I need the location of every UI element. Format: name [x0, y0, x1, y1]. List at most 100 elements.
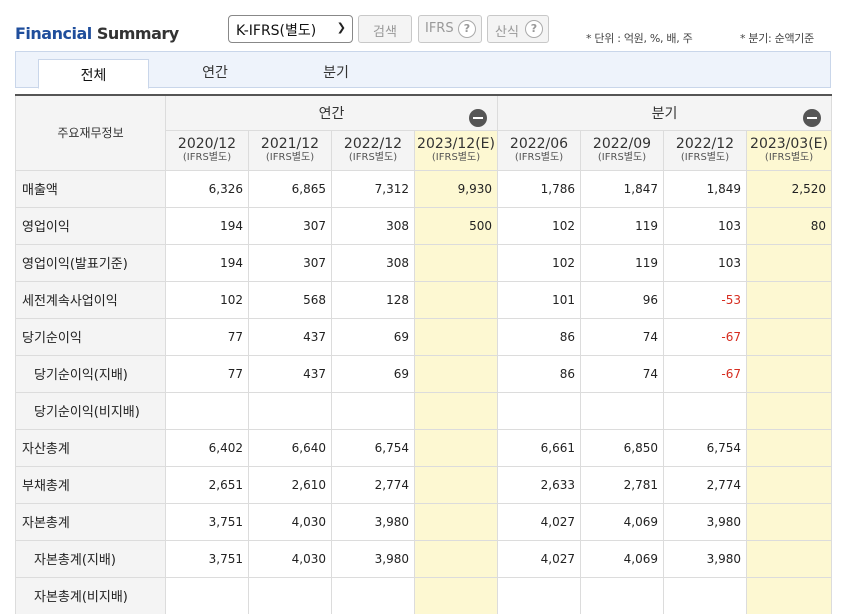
value-cell	[413, 465, 499, 504]
search-button[interactable]: 검색	[358, 15, 412, 43]
collapse-icon[interactable]	[803, 109, 822, 127]
value-cell	[746, 465, 833, 504]
value-cell: 102	[497, 243, 582, 282]
value-cell: 69	[331, 317, 415, 356]
period-header: 2023/03(E) (IFRS별도)	[746, 129, 833, 171]
table-row: 당기순이익(비지배)	[15, 391, 833, 430]
row-label: 영업이익	[15, 206, 166, 245]
period-basis: (IFRS별도)	[597, 152, 647, 163]
value-cell	[663, 576, 748, 614]
period-header: 2022/06 (IFRS별도)	[497, 129, 582, 171]
value-cell: 6,865	[248, 169, 332, 208]
value-cell	[248, 391, 332, 430]
value-cell: 437	[248, 317, 332, 356]
period-basis: (IFRS별도)	[514, 152, 564, 163]
select-value: K-IFRS(별도)	[236, 23, 317, 39]
value-cell: 1,786	[497, 169, 582, 208]
value-cell	[746, 502, 833, 541]
value-cell: 437	[248, 354, 332, 393]
period-date: 2022/06	[509, 136, 569, 152]
value-cell: 4,027	[497, 502, 582, 541]
value-cell: 74	[580, 317, 665, 356]
row-label: 자본총계(지배)	[15, 539, 166, 578]
tab-annual[interactable]: 연간	[202, 65, 228, 81]
row-label: 영업이익(발표기준)	[15, 243, 166, 282]
value-cell: 1,849	[663, 169, 748, 208]
value-cell: 102	[497, 206, 582, 245]
value-cell: 77	[165, 354, 249, 393]
period-date: 2023/12(E)	[417, 136, 495, 152]
value-cell	[413, 280, 499, 319]
period-header: 2022/12 (IFRS별도)	[663, 129, 748, 171]
value-cell: 101	[497, 280, 582, 319]
period-basis: (IFRS별도)	[182, 152, 232, 163]
table-row: 부채총계 2,651 2,610 2,774 2,633 2,781 2,774	[15, 465, 833, 504]
formula-button[interactable]: 산식 ?	[487, 15, 549, 43]
value-cell: 103	[663, 206, 748, 245]
table-row: 자산총계 6,402 6,640 6,754 6,661 6,850 6,754	[15, 428, 833, 467]
value-cell	[413, 539, 499, 578]
value-cell: 7,312	[331, 169, 415, 208]
value-cell: 4,069	[580, 502, 665, 541]
value-cell: 3,751	[165, 539, 249, 578]
table-row: 세전계속사업이익 102 568 128 101 96 -53	[15, 280, 833, 319]
tab-all[interactable]: 전체	[38, 59, 149, 89]
value-cell: 86	[497, 317, 582, 356]
value-cell	[746, 428, 833, 467]
period-date: 2022/12	[343, 136, 403, 152]
help-icon: ?	[458, 20, 476, 38]
value-cell: -53	[663, 280, 748, 319]
value-cell	[497, 391, 582, 430]
value-cell	[413, 502, 499, 541]
value-cell	[746, 576, 833, 614]
period-basis: (IFRS별도)	[431, 152, 481, 163]
value-cell	[413, 317, 499, 356]
row-label: 당기순이익	[15, 317, 166, 356]
collapse-icon[interactable]	[469, 109, 488, 127]
value-cell: 6,640	[248, 428, 332, 467]
chevron-down-icon: ❯	[336, 21, 346, 34]
tab-quarterly[interactable]: 분기	[323, 65, 349, 81]
value-cell	[746, 539, 833, 578]
value-cell: 500	[413, 206, 499, 245]
value-cell: 6,754	[663, 428, 748, 467]
row-label: 부채총계	[15, 465, 166, 504]
accounting-standard-select[interactable]: K-IFRS(별도) ❯	[228, 15, 353, 43]
value-cell: 1,847	[580, 169, 665, 208]
value-cell: 80	[746, 206, 833, 245]
value-cell: 4,069	[580, 539, 665, 578]
value-cell: 96	[580, 280, 665, 319]
title-accent: Financial	[15, 24, 92, 43]
period-basis: (IFRS별도)	[764, 152, 814, 163]
table-row: 당기순이익 77 437 69 86 74 -67	[15, 317, 833, 356]
ifrs-button[interactable]: IFRS ?	[418, 15, 482, 43]
period-header: 2022/09 (IFRS별도)	[580, 129, 665, 171]
value-cell: 308	[331, 206, 415, 245]
value-cell: 4,027	[497, 539, 582, 578]
value-cell	[663, 391, 748, 430]
value-cell: 102	[165, 280, 249, 319]
row-label: 자본총계(비지배)	[15, 576, 166, 614]
period-header: 2023/12(E) (IFRS별도)	[413, 129, 499, 171]
table-row: 자본총계(비지배)	[15, 576, 833, 614]
help-icon: ?	[525, 20, 543, 38]
row-label: 당기순이익(비지배)	[15, 391, 166, 430]
quarter-note: * 분기: 순액기준	[740, 32, 814, 45]
value-cell: 2,633	[497, 465, 582, 504]
value-cell: 194	[165, 243, 249, 282]
toolbar: Financial Summary K-IFRS(별도) ❯ 검색 IFRS ?…	[0, 0, 843, 50]
value-cell	[746, 243, 833, 282]
row-label: 자산총계	[15, 428, 166, 467]
period-date: 2022/09	[592, 136, 652, 152]
value-cell	[248, 576, 332, 614]
value-cell: 6,850	[580, 428, 665, 467]
value-cell: 3,980	[331, 502, 415, 541]
value-cell	[413, 428, 499, 467]
formula-button-label: 산식	[495, 25, 519, 40]
value-cell	[331, 576, 415, 614]
value-cell: 4,030	[248, 502, 332, 541]
value-cell: 86	[497, 354, 582, 393]
value-cell: 307	[248, 206, 332, 245]
value-cell: 2,781	[580, 465, 665, 504]
value-cell	[165, 391, 249, 430]
